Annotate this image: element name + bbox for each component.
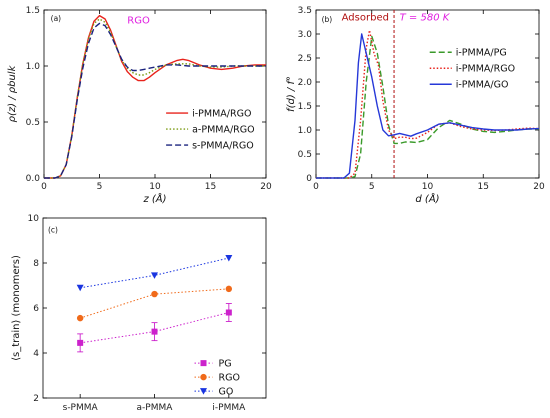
- panel-c-plot-frame: [42, 217, 267, 399]
- series-line-s-pmma-rgo: [44, 22, 266, 179]
- x-tick-label: 15: [205, 182, 216, 192]
- x-tick-label: 15: [478, 182, 489, 192]
- data-point-circle: [76, 314, 84, 322]
- panel-b-series: [316, 29, 540, 179]
- panel-b-x-axis-label: d (Å): [415, 192, 439, 205]
- y-tick-label: 1.0: [298, 126, 313, 136]
- legend-entry: RGO: [219, 373, 240, 384]
- legend-entry: i-PMMA/RGO: [192, 109, 251, 120]
- panel-b-plot-frame: [315, 9, 540, 179]
- data-point-circle: [200, 373, 207, 381]
- panel-a-legend: i-PMMA/RGO a-PMMA/RGO s-PMMA/RGO: [166, 109, 255, 152]
- x-category-label: s-PMMA: [63, 403, 99, 413]
- x-tick-label: 20: [533, 182, 545, 192]
- y-tick-label: 8: [33, 259, 39, 269]
- series-line-pg: [80, 312, 229, 344]
- y-tick-label: 0: [306, 174, 312, 184]
- legend-entry: i-PMMA/RGO: [456, 64, 515, 75]
- x-tick-label: 10: [149, 182, 161, 192]
- y-tick-label: 4: [33, 349, 39, 359]
- panel-c-y-axis-label: ⟨s_train⟩ (monomers): [11, 255, 22, 361]
- panel-a-x-axis-label: z (Å): [142, 192, 166, 205]
- legend-entry: i-PMMA/PG: [456, 48, 507, 59]
- series-line-i-pmma-go: [316, 33, 540, 179]
- panel-a-annotation: RGO: [127, 15, 150, 26]
- y-tick-label: 0.5: [298, 150, 312, 160]
- data-point-square: [77, 339, 84, 346]
- y-tick-label: 6: [33, 304, 39, 314]
- y-tick-label: 2.5: [298, 54, 312, 64]
- legend-entry: GO: [219, 387, 234, 398]
- x-tick-label: 0: [41, 182, 47, 192]
- panel-c-series: [76, 255, 233, 353]
- series-line-go: [80, 257, 229, 289]
- data-point-triangle: [225, 255, 233, 262]
- legend-entry: s-PMMA/RGO: [192, 141, 254, 152]
- panel-a-tag: (a): [51, 14, 62, 23]
- x-category-label: i-PMMA: [212, 403, 246, 413]
- series-line-i-pmma-rgo: [44, 14, 266, 179]
- panel-b-ticks: 0 5 10 15 20 0 0.5 1.0 1.5 2.0 2.5 3.0 3.5: [298, 6, 545, 192]
- data-point-square: [151, 328, 158, 335]
- y-tick-label: 2: [33, 394, 39, 404]
- data-point-triangle: [200, 388, 207, 395]
- y-tick-label: 2.0: [298, 78, 313, 88]
- y-tick-label: 1.5: [298, 102, 312, 112]
- panel-a-series: [44, 14, 266, 179]
- y-tick-label: 3.5: [298, 6, 312, 16]
- y-tick-label: 0.0: [26, 174, 41, 184]
- panel-b-adsorbed-label: Adsorbed: [342, 13, 389, 24]
- y-tick-label: 1.0: [26, 62, 41, 72]
- panel-a-ticks: 0 5 10 15 20 0.0 0.5 1.0 1.5: [26, 6, 272, 192]
- data-point-triangle: [76, 284, 84, 292]
- panel-c-ticks: 2 4 6 8 10 s-PMMA a-PMMA i-PMMA: [28, 214, 266, 413]
- legend-entry: a-PMMA/RGO: [192, 125, 255, 136]
- x-tick-label: 10: [422, 182, 434, 192]
- panel-b-temperature-label: T = 580 K: [400, 13, 451, 24]
- x-tick-label: 5: [97, 182, 103, 192]
- y-tick-label: 1.5: [26, 6, 40, 16]
- y-tick-label: 3.0: [298, 30, 313, 40]
- data-point-circle: [151, 290, 158, 298]
- x-tick-label: 0: [313, 182, 319, 192]
- panel-c-train-length: 2 4 6 8 10 s-PMMA a-PMMA i-PMMA (c) ⟨s_train⟩ (…: [11, 214, 267, 413]
- legend-entry: i-PMMA/GO: [456, 80, 509, 91]
- x-tick-label: 20: [260, 182, 272, 192]
- panel-a-y-axis-label: ρ(z) / ρbulk: [7, 64, 18, 122]
- series-line-i-pmma-rgo: [316, 29, 540, 179]
- data-point-triangle: [151, 272, 158, 279]
- panel-b-tag: (b): [322, 15, 333, 24]
- panel-b-y-axis-label: f(d) / f°: [286, 76, 297, 112]
- panel-c-tag: (c): [48, 226, 58, 235]
- data-point-circle: [225, 285, 233, 293]
- panel-c-legend: PG RGO GO: [194, 359, 240, 398]
- data-point-square: [200, 360, 207, 367]
- legend-entry: PG: [219, 359, 232, 370]
- data-point-square: [225, 309, 232, 316]
- y-tick-label: 0.5: [26, 118, 40, 128]
- series-line-i-pmma-pg: [316, 35, 539, 179]
- panel-a-density-profile: 0 5 10 15 20 0.0 0.5 1.0 1.5 (a) RGO z (Å) ρ(z) …: [7, 6, 272, 205]
- panel-b-distribution: 0 5 10 15 20 0 0.5 1.0 1.5 2.0 2.5 3.0 3.5 (b) Adsor…: [286, 6, 545, 205]
- panel-b-legend: i-PMMA/PG i-PMMA/RGO i-PMMA/GO: [429, 48, 515, 91]
- x-tick-label: 5: [369, 182, 375, 192]
- x-category-label: a-PMMA: [137, 403, 174, 413]
- y-tick-label: 10: [28, 214, 40, 224]
